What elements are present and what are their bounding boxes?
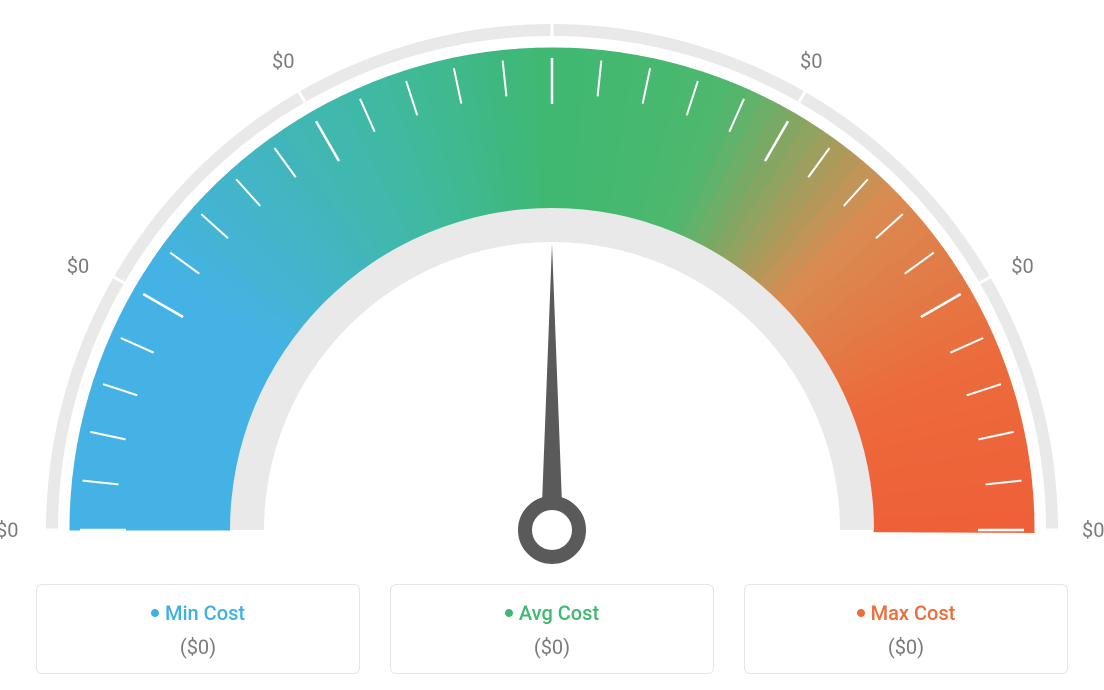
gauge-tick-label: $0 [272, 49, 294, 73]
legend-title-avg: Avg Cost [403, 601, 701, 625]
dot-icon-min [151, 609, 159, 617]
gauge-chart: $0$0$0$0$0$0$0 [22, 10, 1082, 570]
legend-title-max: Max Cost [757, 601, 1055, 625]
legend-title-min: Min Cost [49, 601, 347, 625]
gauge-tick-label: $0 [800, 49, 822, 73]
legend-card-min: Min Cost ($0) [36, 584, 360, 674]
legend: Min Cost ($0) Avg Cost ($0) Max Cost ($0… [36, 584, 1068, 674]
legend-label-max: Max Cost [871, 601, 956, 625]
gauge-tick-label: $0 [1011, 254, 1033, 278]
legend-label-min: Min Cost [165, 601, 245, 625]
gauge-svg [22, 10, 1082, 570]
dot-icon-avg [505, 609, 513, 617]
legend-label-avg: Avg Cost [519, 601, 599, 625]
legend-value-min: ($0) [49, 635, 347, 659]
chart-container: $0$0$0$0$0$0$0 Min Cost ($0) Avg Cost ($… [0, 0, 1104, 690]
legend-card-max: Max Cost ($0) [744, 584, 1068, 674]
legend-value-max: ($0) [757, 635, 1055, 659]
gauge-tick-label: $0 [0, 518, 18, 542]
gauge-tick-label: $0 [67, 254, 89, 278]
legend-value-avg: ($0) [403, 635, 701, 659]
dot-icon-max [857, 609, 865, 617]
legend-card-avg: Avg Cost ($0) [390, 584, 714, 674]
gauge-tick-label: $0 [1082, 518, 1104, 542]
